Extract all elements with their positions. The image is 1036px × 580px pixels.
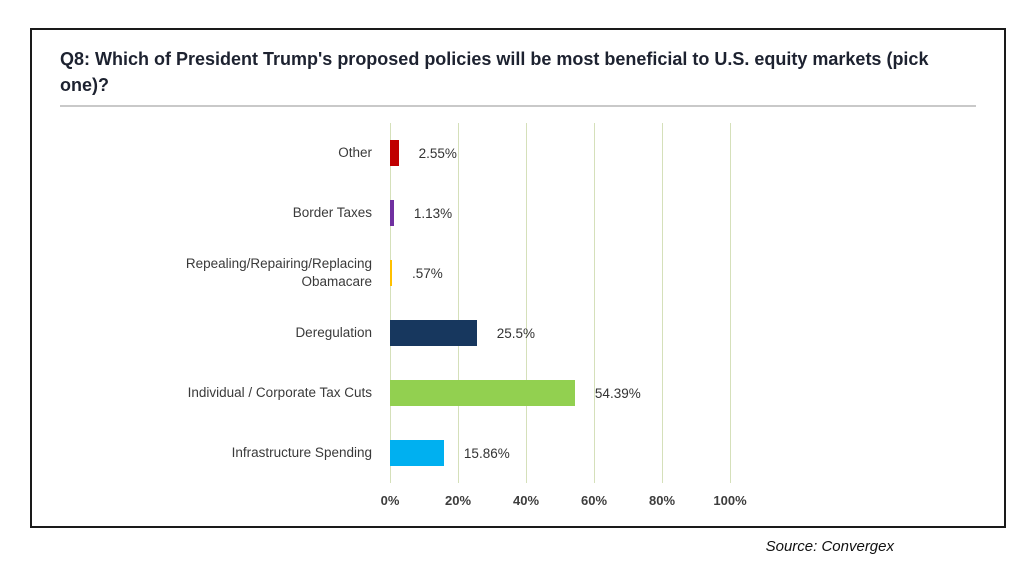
x-tick-label: 20% xyxy=(444,493,472,509)
value-label: 25.5% xyxy=(496,325,535,341)
gridline xyxy=(390,123,391,484)
x-tick-label: 100% xyxy=(713,493,747,509)
value-label: 2.55% xyxy=(418,145,457,161)
gridline xyxy=(662,123,663,484)
x-tick-label: 80% xyxy=(648,493,676,509)
category-label: Individual / Corporate Tax Cuts xyxy=(187,385,372,401)
value-label: 1.13% xyxy=(413,205,453,221)
bar-row: .57% xyxy=(390,243,730,303)
bar xyxy=(390,260,392,287)
bar xyxy=(390,440,444,467)
gridline xyxy=(594,123,595,484)
source-row: Source: Convergex xyxy=(30,538,1006,556)
bar-row: 54.39% xyxy=(390,363,730,423)
chart-frame: Q8: Which of President Trump's proposed … xyxy=(30,28,1006,528)
category-label: Border Taxes xyxy=(292,205,372,221)
chart-title: Q8: Which of President Trump's proposed … xyxy=(60,49,929,96)
gridline xyxy=(730,123,731,484)
bar-row: 2.55% xyxy=(390,123,730,183)
plot-area: 2.55% 1.13% .57% 25.5% 54.39% 15.86% xyxy=(390,123,731,484)
bar xyxy=(390,200,394,227)
category-label: Other xyxy=(338,145,372,161)
category-label: Repealing/Repairing/Replacing Obamacare xyxy=(185,255,372,290)
source-note: Source: Convergex xyxy=(765,538,894,555)
x-tick-label: 60% xyxy=(580,493,608,509)
bar xyxy=(390,380,575,407)
x-tick-label: 0% xyxy=(380,493,400,509)
plot-wrap: 2.55% 1.13% .57% 25.5% 54.39% 15.86% 0% 20% 40%… xyxy=(381,123,747,517)
value-label: 15.86% xyxy=(463,445,510,461)
category-label: Infrastructure Spending xyxy=(231,445,372,461)
value-label: 54.39% xyxy=(594,385,641,401)
title-divider xyxy=(60,105,976,108)
bar xyxy=(390,320,477,347)
category-labels: Other Border Taxes Repealing/Repairing/Rep… xyxy=(60,123,390,517)
x-tick-label: 40% xyxy=(512,493,540,509)
bar-chart: Other Border Taxes Repealing/Repairing/Rep… xyxy=(60,123,976,517)
bar-row: 1.13% xyxy=(390,183,730,243)
x-axis: 0% 20% 40% 60% 80% 100% xyxy=(381,483,747,517)
bar-row: 15.86% xyxy=(390,423,730,483)
gridline xyxy=(458,123,459,484)
bar-row: 25.5% xyxy=(390,303,730,363)
bar xyxy=(390,140,399,167)
gridline xyxy=(526,123,527,484)
category-label: Deregulation xyxy=(295,325,372,341)
value-label: .57% xyxy=(411,265,443,281)
